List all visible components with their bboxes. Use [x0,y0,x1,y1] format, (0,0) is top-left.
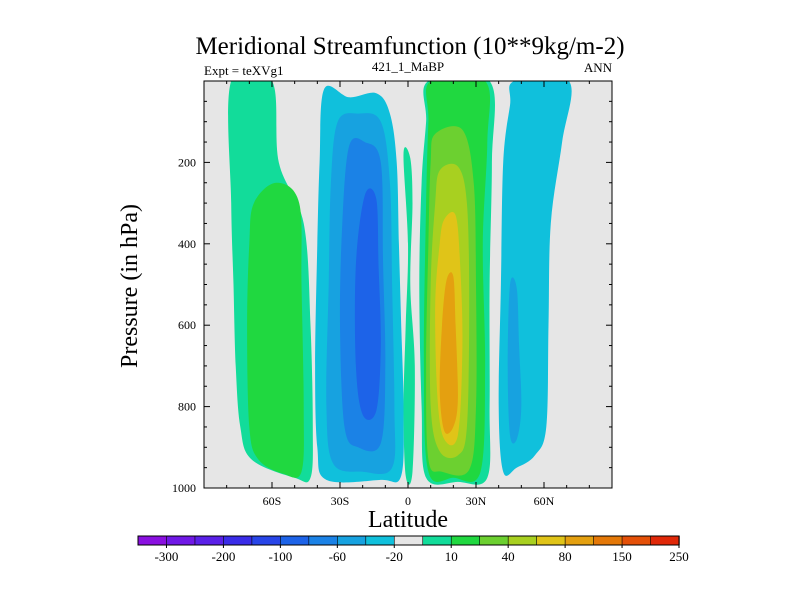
colorbar-label: 250 [669,549,689,564]
plot-area: 60S 30S 0 30N 60N 200 400 600 800 1000 [172,80,613,508]
colorbar-swatch [536,535,566,546]
colorbar-label: 150 [612,549,632,564]
x-axis-title: Latitude [368,507,448,533]
colorbar-label: -300 [155,549,179,564]
colorbar-swatch [365,535,395,546]
colorbar-swatch [194,535,225,546]
x-tick-label: 60N [534,494,555,508]
colorbar-swatch [251,535,282,546]
colorbar-swatch [450,535,481,546]
colorbar-label: -100 [268,549,292,564]
x-tick-label: 60S [263,494,282,508]
colorbar-swatch [337,535,367,546]
x-tick-label: 0 [405,494,411,508]
y-tick-label: 600 [178,318,196,332]
colorbar-swatch [422,535,452,546]
colorbar: -300 -200 -100 -60 -20 10 40 80 150 250 [137,535,689,564]
y-axis-title: Pressure (in hPa) [117,204,143,368]
experiment-label: Expt = teXVg1 [204,63,284,78]
season-label: ANN [584,60,613,75]
period-label: 421_1_MaBP [372,59,444,74]
colorbar-label: 80 [559,549,572,564]
colorbar-swatch [223,535,253,546]
colorbar-swatch [621,535,652,546]
colorbar-swatch [393,535,424,546]
contour-northern-hadley-cell-core [439,272,458,434]
colorbar-swatch [280,535,310,546]
chart-title: Meridional Streamfunction (10**9kg/m-2) [195,33,624,60]
colorbar-swatch [564,535,595,546]
colorbar-label: -200 [211,549,235,564]
x-tick-label: 30S [331,494,350,508]
y-tick-label: 1000 [172,481,196,495]
colorbar-swatch [137,535,168,546]
colorbar-swatch [166,535,196,546]
colorbar-swatch [507,535,538,546]
y-tick-label: 400 [178,237,196,251]
colorbar-label: 10 [445,549,458,564]
colorbar-swatch [479,535,509,546]
x-tick-label: 30N [466,494,487,508]
colorbar-swatch [593,535,623,546]
colorbar-label: -20 [386,549,403,564]
contour-fills [228,81,572,485]
contour-equatorial-weak-positive [403,147,415,485]
colorbar-label: -60 [329,549,346,564]
colorbar-label: 40 [502,549,515,564]
colorbar-frame [137,535,680,546]
colorbar-swatch [650,535,680,546]
contour-southern-hadley-cell-core [354,188,381,420]
contour-northern-ferrel-cell-core [507,277,522,444]
y-tick-label: 200 [178,155,196,169]
colorbar-swatch [308,535,339,546]
contour-southern-polar-cell-core [247,182,304,478]
y-tick-label: 800 [178,400,196,414]
axis-ticks: 60S 30S 0 30N 60N 200 400 600 800 1000 [172,81,613,508]
